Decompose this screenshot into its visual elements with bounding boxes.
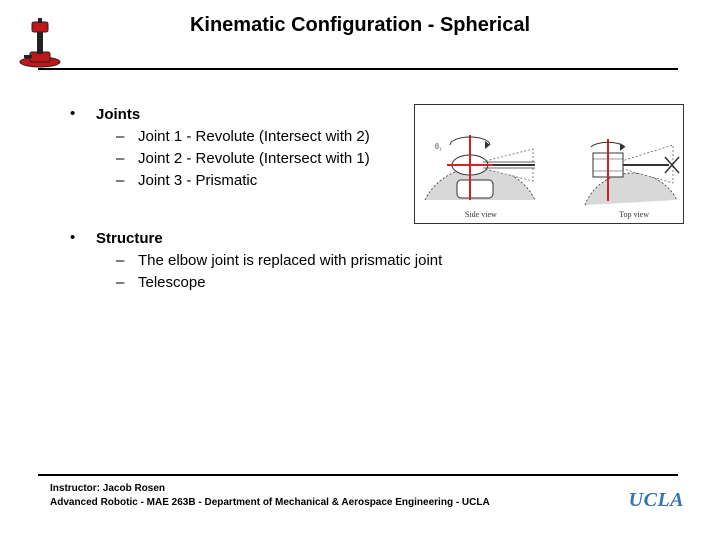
dash-marker: – <box>116 148 138 170</box>
bullet-item: Joint 2 - Revolute (Intersect with 1) <box>138 148 370 170</box>
footer-line1: Instructor: Jacob Rosen <box>50 482 590 496</box>
footer-rule <box>38 474 678 476</box>
footer: Instructor: Jacob Rosen Advanced Robotic… <box>50 482 590 510</box>
bullet-head: Joints <box>96 104 370 126</box>
bullet-item: Telescope <box>138 272 206 294</box>
slide: Kinematic Configuration - Spherical • Jo… <box>0 0 720 540</box>
dash-marker: – <box>116 272 138 294</box>
diagram-label-right: Top view <box>619 210 649 219</box>
dash-marker: – <box>116 170 138 192</box>
bullet-item: Joint 1 - Revolute (Intersect with 2) <box>138 126 370 148</box>
bullet-item: The elbow joint is replaced with prismat… <box>138 250 442 272</box>
bullet-structure: • Structure –The elbow joint is replaced… <box>70 228 720 294</box>
bullet-item: Joint 3 - Prismatic <box>138 170 257 192</box>
header: Kinematic Configuration - Spherical <box>0 14 720 37</box>
footer-line2: Advanced Robotic - MAE 263B - Department… <box>50 496 590 510</box>
slide-title: Kinematic Configuration - Spherical <box>0 14 720 37</box>
kinematic-diagram: θ₁ <box>414 104 684 224</box>
bullet-head: Structure <box>96 228 442 250</box>
dash-marker: – <box>116 250 138 272</box>
diagram-label-left: Side view <box>465 210 497 219</box>
dash-marker: – <box>116 126 138 148</box>
title-rule <box>38 68 678 70</box>
svg-text:θ₁: θ₁ <box>435 142 442 151</box>
bullet-marker: • <box>70 228 96 248</box>
ucla-logo: UCLA <box>629 489 684 512</box>
robot-icon <box>18 16 74 75</box>
bullet-marker: • <box>70 104 96 124</box>
